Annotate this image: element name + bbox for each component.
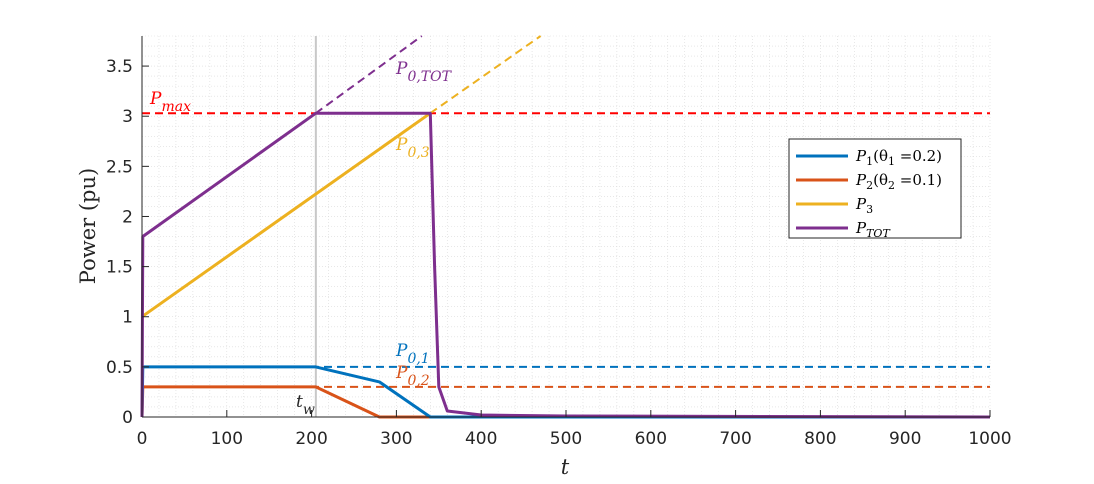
- legend: P1(θ1 =0.2) P2(θ2 =0.1) P3 PTOT: [788, 138, 962, 240]
- extrapolation-ptot: [315, 35, 423, 115]
- y-tick-label: 1: [122, 308, 133, 328]
- y-tick-label: 3.5: [106, 57, 133, 77]
- annotation-tw: tw: [296, 392, 315, 418]
- legend-label-ptot: PTOT: [855, 219, 891, 240]
- x-tick-label: 500: [550, 429, 582, 449]
- series-line-p3: [141, 111, 432, 318]
- x-axis-label: t: [561, 455, 570, 479]
- extrapolation-lines: [315, 35, 542, 115]
- annotation-p0tot: P0,TOT: [395, 59, 453, 85]
- y-tick-label: 2: [122, 207, 133, 227]
- y-tick-label: 2.5: [106, 157, 133, 177]
- x-tick-label: 900: [889, 429, 921, 449]
- x-tick-label: 300: [380, 429, 412, 449]
- grid: [141, 35, 991, 418]
- x-tick-label: 0: [137, 429, 148, 449]
- y-tick-label: 1.5: [106, 258, 133, 278]
- x-tick-label: 100: [211, 429, 243, 449]
- x-tick-label: 1000: [968, 429, 1011, 449]
- annotation-p03: P0,3: [395, 135, 430, 161]
- legend-label-p2: P2(θ2 =0.1): [855, 171, 942, 192]
- series-line-p1: [140, 365, 990, 419]
- x-tick-label: 200: [295, 429, 327, 449]
- y-tick-label: 0: [122, 408, 133, 428]
- annotation-pmax: Pmax: [149, 89, 191, 115]
- x-tick-label: 600: [635, 429, 667, 449]
- x-tick-label: 400: [465, 429, 497, 449]
- series-line-ptot: [140, 111, 991, 419]
- legend-label-p3: P3: [855, 195, 873, 216]
- y-tick-label: 0.5: [106, 358, 133, 378]
- legend-label-p1: P1(θ1 =0.2): [855, 147, 942, 168]
- x-tick-label: 700: [719, 429, 751, 449]
- annotations: Pmax P0,1P0,2 P0,TOT P0,3 tw: [149, 59, 453, 418]
- annotation-p02: P0,2: [395, 363, 430, 389]
- axes: 0 100 200 300 400 500 600 700 800 900 1000 0 0.5 1 1.5…: [106, 36, 1012, 449]
- y-axis-label: Power (pu): [76, 168, 100, 284]
- reference-lines: [142, 112, 990, 388]
- y-tick-label: 3: [122, 107, 133, 127]
- x-tick-label: 800: [804, 429, 836, 449]
- extrapolation-p3: [429, 35, 542, 115]
- annotation-p01: P0,1: [395, 341, 430, 367]
